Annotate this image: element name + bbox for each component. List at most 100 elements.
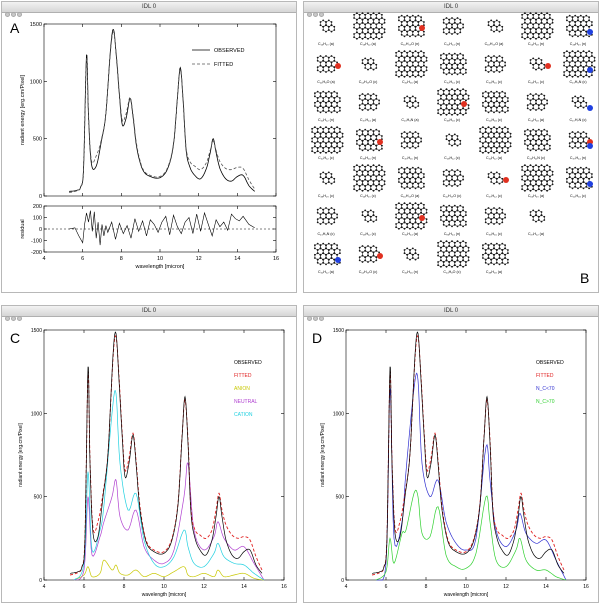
molecule-label: C₃₀H₁₄ (a)	[360, 118, 376, 122]
molecule-label: C₆₆H₂₀ (a)	[528, 194, 544, 198]
bond-ring	[454, 27, 461, 35]
bond-ring	[322, 146, 330, 154]
bond-ring	[454, 138, 461, 146]
y-axis-label: radiant energy [erg.cm/Pixel]	[320, 423, 326, 487]
molecule-label: C₄₂H₁₆ (a)	[402, 80, 418, 84]
titlebar-a[interactable]: IDL 0	[2, 2, 296, 17]
bond-ring	[532, 103, 540, 111]
bond-ring	[370, 214, 377, 222]
bond-ring	[401, 70, 408, 78]
molecule	[521, 12, 554, 40]
molecule-label: C₂₂H₁₁N (c)	[527, 156, 545, 160]
x-tick-label: 16	[583, 584, 589, 590]
molecule	[442, 169, 464, 187]
molecule	[395, 50, 428, 78]
molecule	[484, 207, 506, 225]
bond-ring	[563, 70, 570, 78]
molecule	[437, 240, 470, 268]
x-tick-label: 6	[385, 584, 388, 590]
molecule-label: C₁₈H₁₂ (c)	[360, 232, 376, 236]
molecule	[442, 17, 464, 35]
bond-ring	[328, 176, 335, 184]
molecule-label: C₁₃H₉N (a)	[401, 118, 418, 122]
y-tick-label: 500	[34, 495, 43, 501]
bond-ring	[580, 100, 587, 108]
bond-ring	[328, 146, 335, 154]
molecule-label: C₃₆H₁₆ (c)	[486, 80, 502, 84]
y-tick-label: 1500	[333, 328, 344, 334]
x-tick-label: 12	[503, 584, 509, 590]
legend-label-observed: OBSERVED	[214, 48, 244, 54]
close-dot-icon[interactable]	[5, 12, 10, 17]
window-b: IDL 0 C₁₆H₁₀ (a) C₁₈H₁₂ (a) C₁₆H₁₀O (n) C₃₂…	[303, 1, 599, 293]
bond-ring	[574, 70, 582, 78]
bond-ring	[538, 184, 545, 192]
molecule-label: C₅₄H₁₈ (c)	[486, 118, 502, 122]
bond-ring	[574, 141, 582, 149]
minimize-dot-icon[interactable]	[313, 12, 318, 17]
x-axis-label: wavelength [micron]	[142, 592, 187, 598]
series-line-observed	[69, 331, 263, 574]
y-tick-label: 200	[33, 204, 42, 210]
molecule	[440, 52, 467, 76]
molecule	[353, 12, 386, 40]
molecule	[482, 242, 509, 266]
bond-ring	[317, 217, 324, 225]
y-axis-label: radiant energy [erg.cm/Pixel]	[20, 75, 26, 145]
molecule	[484, 55, 506, 73]
y-tick-label: 500	[33, 137, 42, 143]
bond-ring	[521, 184, 528, 192]
bond-ring	[544, 184, 551, 192]
bond-ring	[538, 103, 545, 111]
y-tick-label: 0	[39, 578, 42, 584]
close-dot-icon[interactable]	[307, 12, 312, 17]
legend-label: N_C<70	[536, 386, 555, 392]
y-tick-label: -200	[31, 250, 42, 256]
minimize-dot-icon[interactable]	[11, 12, 16, 17]
molecule	[529, 57, 551, 71]
molecule-grid: C₁₆H₁₀ (a) C₁₈H₁₂ (a) C₁₆H₁₀O (n) C₃₂H₁₄ (n…	[311, 12, 596, 274]
molecule-label: C₁₈H₁₂ (a)	[360, 42, 376, 46]
x-tick-label: 8	[123, 584, 126, 590]
bond-ring	[448, 260, 456, 268]
molecule	[395, 202, 428, 230]
window-c: IDL 0 C 4 6 8 10 12 14 16 0 500 1000 1500 radiant e…	[1, 305, 297, 603]
molecule	[445, 133, 462, 147]
x-tick-label: 8	[425, 584, 428, 590]
oxygen-atom	[335, 63, 341, 69]
molecule	[358, 93, 380, 111]
x-axis-label: wavelength [micron]	[135, 264, 185, 270]
molecule-label: C₄₈H₂₀ (n)	[570, 42, 586, 46]
bond-ring	[311, 146, 318, 154]
bond-ring	[364, 255, 372, 263]
y-axis-label: residual	[20, 219, 26, 238]
bond-ring	[527, 103, 534, 111]
molecule-label: C₂₀H₁₂ (c)	[486, 194, 502, 198]
bond-ring	[443, 260, 450, 268]
bond-ring	[395, 70, 402, 78]
molecule	[526, 93, 548, 111]
nitrogen-atom	[587, 105, 593, 111]
zoom-dot-icon[interactable]	[17, 12, 22, 17]
nitrogen-atom	[335, 257, 341, 263]
molecule	[319, 171, 336, 185]
y-tick-label: 1000	[30, 79, 42, 85]
bond-ring	[527, 32, 534, 40]
bond-ring	[395, 222, 402, 230]
x-tick-label: 6	[81, 256, 84, 262]
molecule	[529, 209, 546, 223]
bond-ring	[490, 65, 498, 73]
y-tick-label: 1000	[333, 411, 344, 417]
bond-ring	[485, 146, 492, 154]
molecule	[400, 131, 422, 149]
bond-ring	[364, 32, 372, 40]
molecule	[319, 19, 336, 33]
molecule-label: C₄₀H₁₆ (n)	[402, 156, 418, 160]
bond-ring	[328, 24, 335, 32]
zoom-dot-icon[interactable]	[319, 12, 324, 17]
bond-ring	[544, 32, 551, 40]
nitrogen-atom	[587, 143, 593, 149]
bond-ring	[376, 184, 383, 192]
titlebar-b[interactable]: IDL 0	[304, 2, 598, 17]
